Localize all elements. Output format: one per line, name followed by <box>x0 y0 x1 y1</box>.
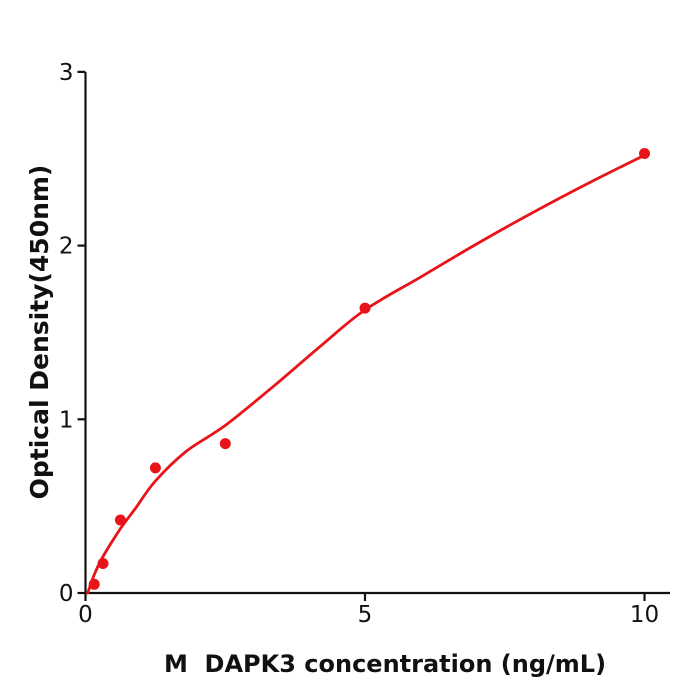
x-tick-label: 0 <box>78 602 93 628</box>
y-tick-label: 1 <box>59 407 74 433</box>
fit-curve <box>86 153 646 595</box>
x-tick-label: 10 <box>630 602 659 628</box>
y-tick-label: 0 <box>59 581 74 607</box>
y-tick-label: 2 <box>59 234 74 260</box>
data-point <box>114 514 126 526</box>
y-tick-label: 3 <box>59 60 74 86</box>
data-point <box>639 148 650 159</box>
data-point <box>359 302 371 314</box>
data-point <box>219 438 231 450</box>
data-point <box>149 462 161 474</box>
data-point <box>88 578 100 590</box>
data-point <box>97 558 109 569</box>
x-tick-label: 5 <box>358 602 373 628</box>
x-axis-title: M DAPK3 concentration (ng/mL) <box>163 650 607 678</box>
y-axis-title: Optical Density(450nm) <box>25 164 54 500</box>
